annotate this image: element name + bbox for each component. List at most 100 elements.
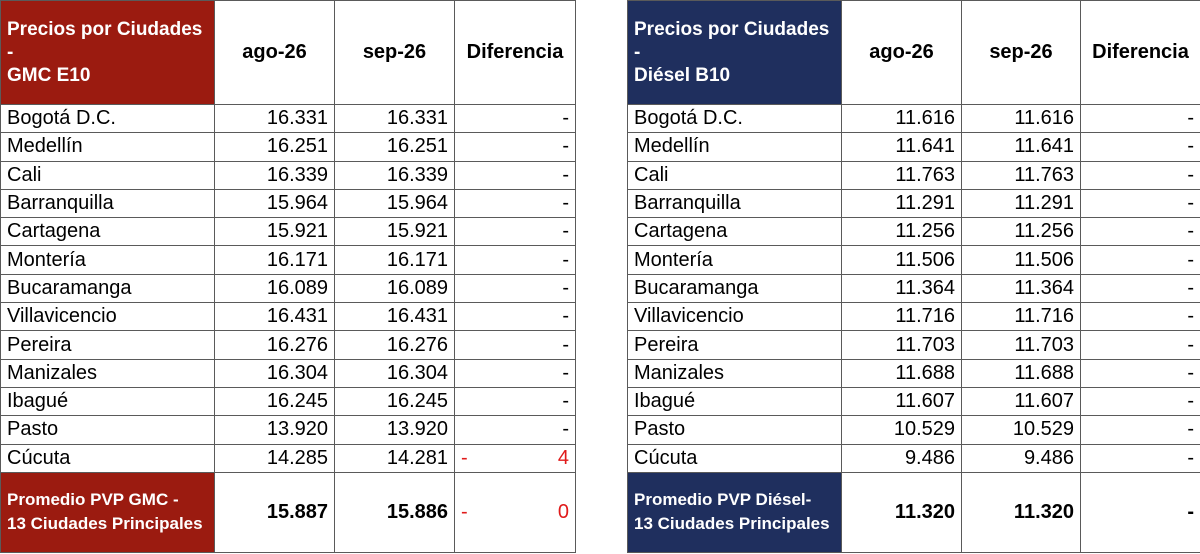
diesel-diff-cell: - — [1080, 273, 1200, 304]
diesel-sep-cell: 11.506 — [961, 245, 1081, 275]
gmc-row: Pereira 16.276 16.276- — [0, 330, 576, 360]
gmc-diff-value: 4 — [557, 446, 569, 469]
diesel-sep-cell: 9.486 — [961, 443, 1081, 473]
diesel-diff-value: - — [1187, 333, 1194, 356]
diesel-row: Pereira 11.703 11.703- — [627, 330, 1200, 360]
diesel-city-cell: Bogotá D.C. — [627, 103, 842, 134]
diesel-ago-cell: 11.607 — [841, 386, 962, 417]
gmc-header-ago: ago-26 — [214, 0, 335, 105]
gmc-diff-value: - — [562, 192, 569, 215]
gmc-diff-cell: - — [454, 132, 576, 162]
diesel-city-cell: Medellín — [627, 132, 842, 162]
gmc-ago-cell: 16.089 — [214, 273, 335, 304]
diesel-average-diff-value: - — [1187, 500, 1194, 523]
diesel-city-cell: Cartagena — [627, 217, 842, 247]
gmc-row: Ibagué 16.245 16.245- — [0, 386, 576, 417]
diesel-city-cell: Villavicencio — [627, 302, 842, 332]
diesel-city-cell: Montería — [627, 245, 842, 275]
gmc-row: Cúcuta 14.285 14.281-4 — [0, 443, 576, 473]
gmc-row: Pasto 13.920 13.920- — [0, 415, 576, 445]
gmc-title-line2: - — [7, 42, 14, 63]
diesel-row: Cali 11.763 11.763- — [627, 160, 1200, 190]
gmc-row: Villavicencio 16.431 16.431- — [0, 302, 576, 332]
gmc-sep-cell: 13.920 — [334, 415, 455, 445]
gmc-ago-cell: 16.276 — [214, 330, 335, 360]
gmc-sep-cell: 14.281 — [334, 443, 455, 473]
gmc-diff-value: - — [562, 107, 569, 130]
diesel-city-cell: Pasto — [627, 415, 842, 445]
diesel-diff-cell: - — [1080, 386, 1200, 417]
gmc-diff-cell: - — [454, 415, 576, 445]
diesel-sep-cell: 11.616 — [961, 103, 1081, 134]
gmc-diff-cell: - — [454, 188, 576, 219]
diesel-diff-cell: - — [1080, 132, 1200, 162]
diesel-average-diff: - — [1080, 471, 1200, 553]
diesel-city-cell: Pereira — [627, 330, 842, 360]
gmc-city-cell: Cúcuta — [0, 443, 215, 473]
diesel-diff-value: - — [1187, 163, 1194, 186]
diesel-title-line2: - — [634, 42, 641, 63]
diesel-diff-cell: - — [1080, 245, 1200, 275]
gmc-diff-value: - — [562, 418, 569, 441]
gmc-city-cell: Barranquilla — [0, 188, 215, 219]
diesel-diff-value: - — [1187, 361, 1194, 384]
gmc-diff-value: - — [562, 333, 569, 356]
diesel-sep-cell: 11.703 — [961, 330, 1081, 360]
gmc-sep-cell: 16.304 — [334, 358, 455, 388]
diesel-ago-cell: 11.291 — [841, 188, 962, 219]
diesel-sep-cell: 10.529 — [961, 415, 1081, 445]
diesel-row: Cúcuta 9.486 9.486- — [627, 443, 1200, 473]
gmc-diff-value: - — [562, 163, 569, 186]
gmc-diff-value: - — [562, 276, 569, 299]
gmc-ago-cell: 16.171 — [214, 245, 335, 275]
diesel-sep-cell: 11.607 — [961, 386, 1081, 417]
gmc-sep-cell: 16.089 — [334, 273, 455, 304]
diesel-diff-cell: - — [1080, 330, 1200, 360]
diesel-sep-cell: 11.716 — [961, 302, 1081, 332]
diesel-ago-cell: 11.703 — [841, 330, 962, 360]
diesel-diff-value: - — [1187, 446, 1194, 469]
diesel-sep-cell: 11.641 — [961, 132, 1081, 162]
gmc-city-cell: Bogotá D.C. — [0, 103, 215, 134]
gmc-city-cell: Cali — [0, 160, 215, 190]
diesel-sep-cell: 11.291 — [961, 188, 1081, 219]
diesel-ago-cell: 9.486 — [841, 443, 962, 473]
gmc-sep-cell: 16.331 — [334, 103, 455, 134]
gmc-diff-cell: - — [454, 103, 576, 134]
gmc-diff-cell: - — [454, 160, 576, 190]
diesel-diff-cell: - — [1080, 160, 1200, 190]
gmc-diff-value: - — [562, 361, 569, 384]
diesel-sep-cell: 11.364 — [961, 273, 1081, 304]
diesel-sep-cell: 11.688 — [961, 358, 1081, 388]
gmc-ago-cell: 16.431 — [214, 302, 335, 332]
gmc-diff-value: - — [562, 220, 569, 243]
diesel-title-line1: Precios por Ciudades — [634, 19, 830, 40]
diesel-ago-cell: 11.616 — [841, 103, 962, 134]
gmc-sep-cell: 16.251 — [334, 132, 455, 162]
gmc-average-label-line2: 13 Ciudades Principales — [7, 514, 203, 534]
gmc-average-label-line1: Promedio PVP GMC - — [7, 490, 179, 510]
gmc-average-diff-value: 0 — [557, 500, 569, 523]
gmc-diff-value: - — [562, 248, 569, 271]
gmc-average-label: Promedio PVP GMC - 13 Ciudades Principal… — [0, 471, 215, 553]
gmc-row: Cali 16.339 16.339- — [0, 160, 576, 190]
diesel-row: Medellín 11.641 11.641- — [627, 132, 1200, 162]
diesel-city-cell: Barranquilla — [627, 188, 842, 219]
gmc-ago-cell: 15.921 — [214, 217, 335, 247]
gmc-average-diff: - 0 — [454, 471, 576, 553]
gmc-ago-cell: 13.920 — [214, 415, 335, 445]
diesel-row: Villavicencio 11.716 11.716- — [627, 302, 1200, 332]
diesel-diff-cell: - — [1080, 302, 1200, 332]
gmc-city-cell: Ibagué — [0, 386, 215, 417]
diesel-title-line3: Diésel B10 — [634, 65, 731, 86]
diesel-row: Pasto 10.529 10.529- — [627, 415, 1200, 445]
diesel-row: Bucaramanga 11.364 11.364- — [627, 273, 1200, 304]
diesel-diff-value: - — [1187, 276, 1194, 299]
gmc-average-sep: 15.886 — [334, 471, 455, 553]
diesel-diff-cell: - — [1080, 443, 1200, 473]
gmc-city-cell: Pereira — [0, 330, 215, 360]
diesel-sep-cell: 11.256 — [961, 217, 1081, 247]
gmc-row: Barranquilla 15.964 15.964- — [0, 188, 576, 219]
diesel-average-label: Promedio PVP Diésel- 13 Ciudades Princip… — [627, 471, 842, 553]
diesel-sep-cell: 11.763 — [961, 160, 1081, 190]
